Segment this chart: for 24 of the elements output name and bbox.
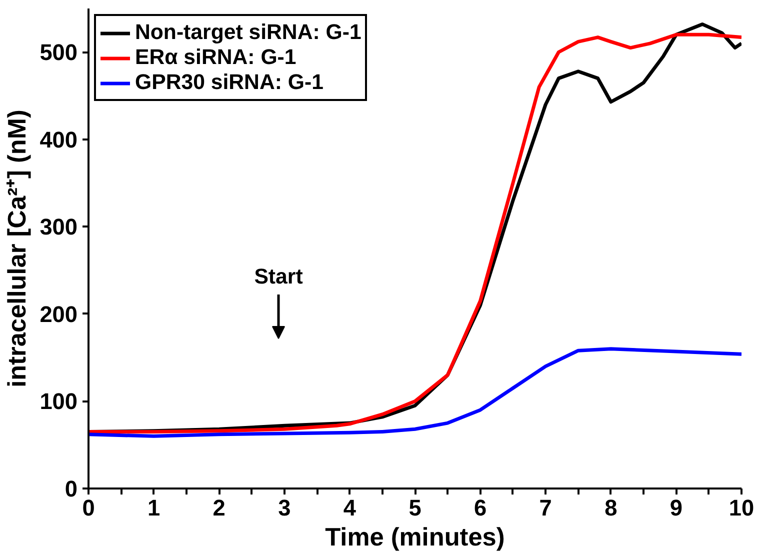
annotation: Start (254, 264, 303, 288)
x-tick-label: 3 (278, 494, 291, 520)
y-tick-label: 500 (40, 39, 78, 66)
legend-label: Non-target siRNA: G-1 (135, 20, 362, 45)
y-axis-title: intracellular [Ca²⁺] (nM) (4, 110, 32, 388)
x-tick-label: 0 (82, 494, 95, 520)
y-tick-label: 100 (40, 388, 78, 414)
x-tick-label: 10 (728, 494, 754, 520)
y-tick-label: 400 (40, 126, 78, 152)
x-tick-label: 2 (212, 494, 226, 520)
y-tick-label: 0 (64, 476, 78, 502)
legend-label: GPR30 siRNA: G-1 (135, 70, 324, 95)
x-tick-label: 8 (604, 494, 618, 520)
line-series (88, 347, 742, 438)
y-tick-label: 200 (40, 300, 78, 327)
x-tick-label: 7 (539, 494, 552, 520)
x-tick-label: 6 (474, 494, 487, 520)
y-tick-label: 300 (40, 214, 78, 240)
x-tick-label: 5 (408, 494, 422, 520)
x-axis-title: Time (minutes) (325, 524, 505, 552)
x-tick-label: 4 (343, 494, 356, 520)
x-tick-label: 1 (148, 494, 160, 520)
legend-label: ERα siRNA: G-1 (135, 45, 296, 70)
x-tick-label: 9 (670, 494, 683, 520)
